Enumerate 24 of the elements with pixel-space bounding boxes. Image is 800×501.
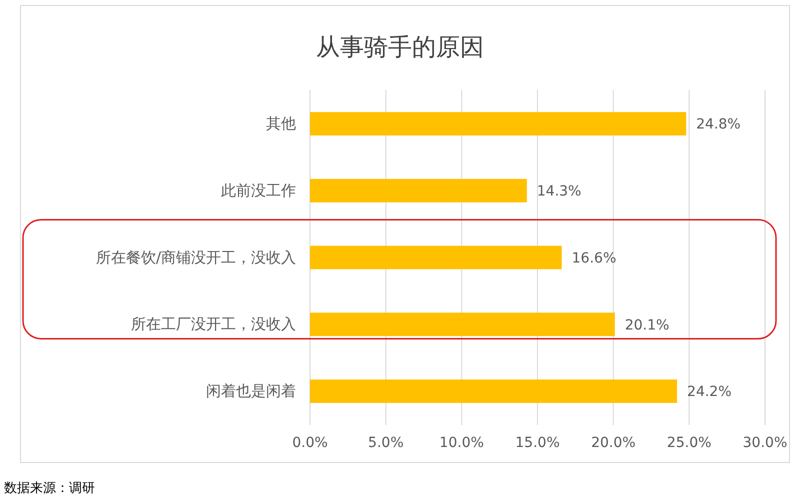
x-tick-label: 30.0%: [742, 434, 788, 451]
data-label: 14.3%: [536, 184, 582, 200]
bar: [310, 380, 678, 403]
bar: [310, 112, 686, 136]
x-tick-label: 20.0%: [591, 434, 636, 451]
x-tick-label: 5.0%: [368, 434, 404, 451]
data-label: 24.2%: [687, 384, 732, 400]
y-tick-label: 此前没工作: [221, 181, 296, 200]
bar: [310, 312, 615, 336]
data-label: 16.6%: [572, 250, 616, 266]
x-tick-label: 0.0%: [292, 434, 328, 451]
source-note: 数据来源：调研: [4, 481, 95, 496]
x-tick-label: 10.0%: [439, 434, 484, 451]
bar: [310, 246, 562, 270]
x-tick-label: 15.0%: [515, 434, 560, 451]
data-label: 24.8%: [696, 116, 741, 133]
y-tick-label: 所在工厂没开工，没收入: [131, 315, 296, 334]
y-tick-label: 闲着也是闲着: [206, 382, 296, 400]
bar: [310, 178, 527, 202]
chart-title: 从事骑手的原因: [316, 33, 484, 61]
y-tick-label: 其他: [266, 114, 296, 133]
data-label: 20.1%: [624, 317, 670, 334]
y-tick-label: 所在餐饮/商铺没开工，没收入: [96, 248, 296, 266]
x-tick-label: 25.0%: [666, 434, 712, 451]
